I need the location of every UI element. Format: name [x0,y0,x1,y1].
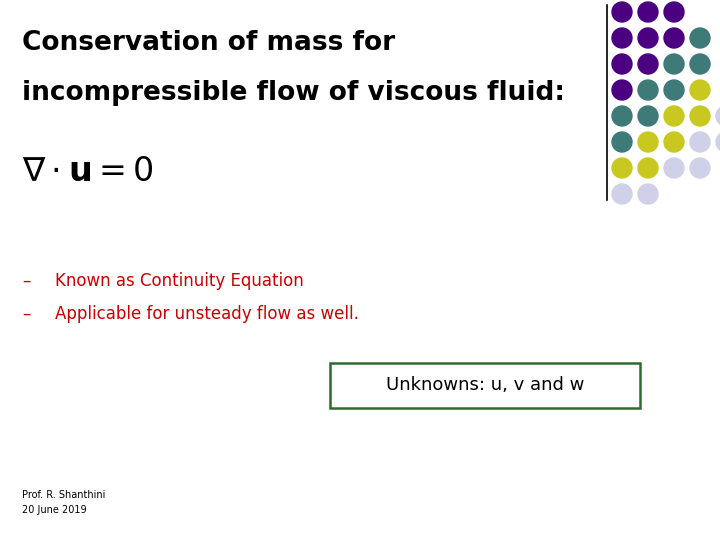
FancyBboxPatch shape [330,363,640,408]
Text: Applicable for unsteady flow as well.: Applicable for unsteady flow as well. [55,305,359,323]
Circle shape [638,184,658,204]
Circle shape [612,184,632,204]
Text: –: – [22,272,30,290]
Circle shape [612,132,632,152]
Circle shape [716,106,720,126]
Circle shape [664,54,684,74]
Circle shape [638,80,658,100]
Circle shape [664,132,684,152]
Circle shape [638,28,658,48]
Circle shape [690,132,710,152]
Circle shape [664,2,684,22]
Circle shape [638,54,658,74]
Circle shape [612,158,632,178]
Circle shape [664,28,684,48]
Text: incompressible flow of viscous fluid:: incompressible flow of viscous fluid: [22,80,565,106]
Circle shape [638,106,658,126]
Text: 20 June 2019: 20 June 2019 [22,505,86,515]
Circle shape [664,80,684,100]
Circle shape [638,158,658,178]
Text: –: – [22,305,30,323]
Text: $\nabla \cdot \mathbf{u} = 0$: $\nabla \cdot \mathbf{u} = 0$ [22,155,154,188]
Circle shape [690,54,710,74]
Circle shape [612,28,632,48]
Circle shape [612,2,632,22]
Circle shape [638,2,658,22]
Circle shape [664,158,684,178]
Text: Unknowns: u, v and w: Unknowns: u, v and w [386,376,584,395]
Circle shape [690,106,710,126]
Text: Known as Continuity Equation: Known as Continuity Equation [55,272,304,290]
Circle shape [612,80,632,100]
Circle shape [690,80,710,100]
Circle shape [664,106,684,126]
Circle shape [612,106,632,126]
Circle shape [612,54,632,74]
Text: Conservation of mass for: Conservation of mass for [22,30,395,56]
Circle shape [638,132,658,152]
Text: Prof. R. Shanthini: Prof. R. Shanthini [22,490,105,500]
Circle shape [690,28,710,48]
Circle shape [690,158,710,178]
Circle shape [716,132,720,152]
